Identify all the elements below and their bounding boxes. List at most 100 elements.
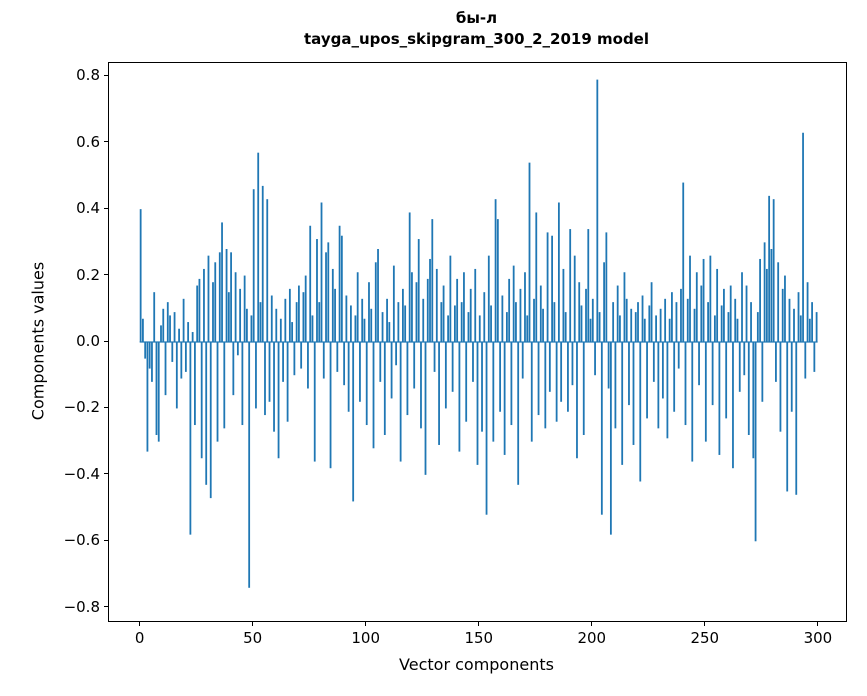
bar	[379, 342, 382, 382]
bar	[600, 342, 603, 515]
bar	[788, 298, 791, 342]
bar	[302, 292, 305, 342]
bar	[386, 298, 388, 342]
bar	[557, 202, 560, 342]
bar	[496, 219, 499, 342]
bar	[350, 305, 352, 342]
bar	[808, 318, 811, 342]
chart-title-word: бы-л	[455, 9, 498, 27]
bar	[474, 268, 477, 342]
bar	[799, 315, 802, 342]
bar	[456, 278, 459, 342]
bar	[614, 342, 617, 429]
bar	[440, 302, 443, 342]
bar	[806, 282, 809, 342]
bar	[169, 315, 171, 342]
bar	[784, 275, 786, 342]
bar	[483, 292, 486, 342]
y-tick-mark	[104, 207, 108, 209]
bar	[605, 232, 608, 342]
y-tick-label: −0.2	[63, 398, 100, 417]
bar	[589, 318, 592, 342]
bar	[191, 332, 194, 342]
y-tick-label: −0.6	[63, 531, 100, 550]
bar	[325, 252, 327, 342]
x-tick-label: 250	[690, 629, 720, 647]
bar	[487, 255, 490, 342]
bar	[295, 302, 298, 342]
bar	[682, 182, 685, 342]
bar	[743, 342, 746, 376]
y-tick-mark	[104, 74, 108, 76]
bar	[395, 342, 398, 366]
bar	[216, 342, 219, 442]
bar	[779, 342, 782, 432]
bar	[311, 315, 314, 342]
bar	[153, 292, 156, 342]
bar	[203, 268, 205, 342]
bar	[155, 342, 158, 435]
bar	[422, 298, 425, 342]
bar	[146, 342, 149, 452]
bar	[241, 342, 244, 426]
bar	[187, 322, 190, 342]
bar	[580, 305, 583, 342]
bar	[732, 342, 734, 469]
bar	[377, 249, 379, 342]
bar	[334, 288, 336, 342]
bar	[612, 302, 615, 342]
bar	[526, 315, 529, 342]
bar	[207, 255, 210, 342]
bar	[505, 312, 508, 342]
bar	[628, 342, 630, 406]
bar	[388, 322, 391, 342]
bar	[693, 308, 696, 342]
bar	[205, 342, 208, 485]
x-tick-mark	[478, 622, 480, 626]
bar	[284, 298, 287, 342]
bar	[804, 342, 807, 379]
bar	[729, 285, 732, 342]
bar	[704, 342, 707, 442]
bar	[797, 292, 800, 342]
bar	[286, 342, 289, 422]
bar	[261, 185, 264, 342]
x-tick-label: 0	[134, 629, 145, 647]
bars-svg	[139, 79, 818, 588]
bar	[209, 342, 212, 499]
bar	[539, 285, 542, 342]
bar	[675, 302, 678, 342]
bar	[713, 315, 716, 342]
bar	[420, 342, 422, 429]
bar	[327, 242, 330, 342]
x-tick-label: 200	[577, 629, 607, 647]
bar	[361, 298, 364, 342]
bar	[646, 342, 648, 419]
bar	[596, 79, 599, 343]
bar	[408, 212, 411, 342]
y-tick-label: 0.2	[76, 265, 100, 284]
bar	[571, 342, 574, 386]
bar	[591, 298, 594, 342]
bar	[236, 342, 239, 356]
bar	[438, 342, 440, 445]
bar	[485, 342, 488, 515]
y-tick-mark	[104, 473, 108, 475]
bar	[293, 342, 296, 376]
bar	[259, 302, 262, 342]
bar	[607, 342, 610, 389]
bar	[476, 342, 479, 465]
bar	[320, 202, 323, 342]
bar	[469, 288, 472, 342]
y-tick-mark	[104, 274, 108, 276]
y-tick-mark	[104, 141, 108, 143]
bar	[533, 298, 535, 342]
bar	[173, 312, 176, 342]
bar	[725, 342, 728, 419]
bar	[307, 342, 309, 389]
bar	[707, 302, 709, 342]
bar	[598, 312, 601, 342]
bar	[397, 302, 400, 342]
x-tick-mark	[704, 622, 706, 626]
bar	[657, 342, 660, 429]
